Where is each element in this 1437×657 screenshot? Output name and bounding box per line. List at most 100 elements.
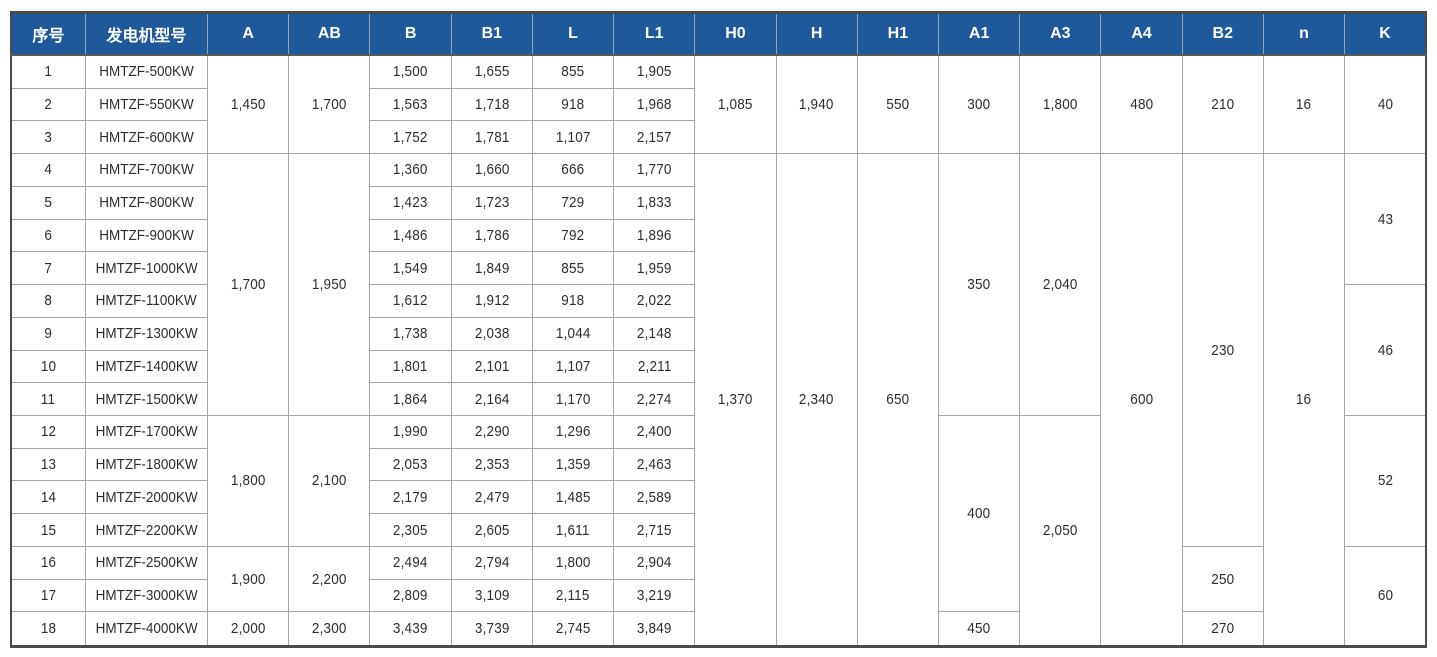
cell-value: 2,022	[636, 292, 672, 310]
cell-value: 2,745	[555, 620, 591, 638]
table-body: 1 HMTZF-500KW 1,450 1,700 1,500 1,655 855 1,905…	[10, 53, 1427, 648]
cell-value: 2,157	[636, 128, 672, 146]
cell-L1: 2,400	[613, 414, 696, 449]
cell-B: 1,360	[369, 153, 452, 187]
cell-L1: 3,849	[613, 611, 696, 647]
column-header-B1: B1	[450, 12, 533, 56]
cell-value: HMTZF-2500KW	[95, 554, 198, 572]
cell-model: HMTZF-4000KW	[84, 611, 209, 647]
cell-value: HMTZF-700KW	[99, 161, 194, 179]
cell-model: HMTZF-3000KW	[84, 578, 209, 613]
cell-no: 17	[10, 578, 86, 613]
cell-value: 400	[967, 505, 991, 523]
cell-B1: 3,109	[450, 578, 533, 613]
cell-value: 1,959	[636, 259, 672, 277]
cell-value: 4	[44, 161, 53, 179]
cell-value: 6	[44, 226, 53, 244]
cell-B2: 250	[1181, 545, 1264, 613]
cell-L1: 1,896	[613, 218, 696, 253]
cell-value: 2,463	[636, 456, 672, 474]
cell-model: HMTZF-900KW	[84, 218, 209, 253]
cell-A3: 2,040	[1019, 153, 1102, 416]
cell-value: 666	[561, 161, 585, 179]
header-row: 序号 发电机型号 A AB B B1 L L1 H0 H H1 A1 A3 A4 B2 n K	[10, 12, 1427, 56]
cell-A3: 2,050	[1019, 414, 1102, 648]
cell-B: 3,439	[369, 611, 452, 647]
cell-value: 1,723	[474, 194, 510, 212]
cell-no: 12	[10, 414, 86, 449]
cell-value: 1,968	[636, 96, 672, 113]
cell-L: 1,044	[531, 316, 615, 351]
cell-value: 9	[44, 325, 53, 343]
cell-A1: 300	[938, 53, 1021, 155]
cell-value: HMTZF-4000KW	[95, 620, 198, 638]
cell-AB: 1,700	[288, 53, 371, 155]
cell-model: HMTZF-1500KW	[84, 382, 209, 416]
cell-value: 1	[44, 63, 53, 81]
cell-value: 2,809	[393, 587, 428, 605]
cell-L: 1,107	[531, 349, 615, 384]
cell-K: 60	[1344, 545, 1427, 648]
cell-value: 5	[44, 194, 53, 212]
column-header-AB: AB	[288, 12, 371, 56]
cell-value: 18	[40, 620, 57, 638]
cell-value: 12	[40, 423, 57, 441]
cell-value: 2,300	[312, 620, 347, 638]
cell-no: 10	[10, 349, 86, 384]
cell-B1: 2,479	[450, 480, 533, 515]
cell-B2: 210	[1181, 53, 1264, 155]
cell-no: 14	[10, 480, 86, 515]
cell-L1: 1,770	[613, 153, 696, 187]
cell-value: 2,479	[474, 488, 510, 506]
cell-value: HMTZF-1000KW	[95, 259, 198, 277]
cell-value: 1,718	[474, 96, 510, 113]
cell-B: 2,809	[369, 578, 452, 613]
table-row: 12 HMTZF-1700KW 1,800 2,100 1,990 2,290 1,296 2…	[10, 414, 1427, 648]
cell-value: 2,274	[636, 390, 672, 408]
cell-value: 15	[40, 521, 57, 539]
cell-value: HMTZF-1700KW	[95, 423, 198, 441]
cell-L1: 1,959	[613, 251, 696, 286]
column-header-L1: L1	[613, 12, 696, 56]
cell-A1: 400	[938, 414, 1021, 613]
cell-value: 3,439	[393, 620, 428, 638]
cell-no: 8	[10, 284, 86, 318]
cell-value: 2,494	[393, 554, 428, 572]
cell-value: 2,290	[474, 423, 510, 441]
cell-value: HMTZF-600KW	[99, 128, 194, 146]
cell-model: HMTZF-1000KW	[84, 251, 209, 286]
cell-AB: 2,300	[288, 611, 371, 647]
cell-B1: 1,786	[450, 218, 533, 253]
cell-value: HMTZF-2000KW	[95, 488, 198, 506]
cell-value: 3,849	[636, 620, 672, 638]
column-header-B: B	[369, 12, 452, 56]
table-row: 4 HMTZF-700KW 1,700 1,950 1,360 1,660 666 1,770…	[10, 153, 1427, 647]
cell-A: 1,800	[207, 414, 290, 547]
cell-L: 1,800	[531, 545, 615, 580]
cell-value: 1,107	[555, 357, 591, 375]
cell-L: 855	[531, 251, 615, 286]
cell-no: 16	[10, 545, 86, 580]
cell-value: 2,211	[637, 357, 672, 375]
cell-no: 2	[10, 87, 86, 122]
cell-B: 1,486	[369, 218, 452, 253]
cell-value: 1,485	[555, 488, 591, 506]
cell-value: 1,849	[474, 259, 510, 277]
cell-B1: 2,794	[450, 545, 533, 580]
cell-value: 1,800	[1042, 95, 1078, 113]
cell-value: HMTZF-1400KW	[95, 357, 198, 375]
cell-value: HMTZF-500KW	[99, 63, 194, 81]
cell-value: 46	[1377, 341, 1393, 359]
cell-value: 1,801	[393, 357, 428, 375]
cell-value: 1,359	[555, 456, 591, 474]
column-header-L: L	[531, 12, 615, 56]
cell-value: 3,739	[474, 620, 510, 638]
cell-no: 13	[10, 447, 86, 482]
cell-value: 1,660	[474, 161, 510, 179]
cell-B1: 2,038	[450, 316, 533, 351]
cell-A4: 480	[1100, 53, 1183, 155]
cell-AB: 1,950	[288, 153, 371, 416]
cell-L1: 2,589	[613, 480, 696, 515]
cell-B: 1,549	[369, 251, 452, 286]
cell-value: 855	[561, 259, 585, 277]
